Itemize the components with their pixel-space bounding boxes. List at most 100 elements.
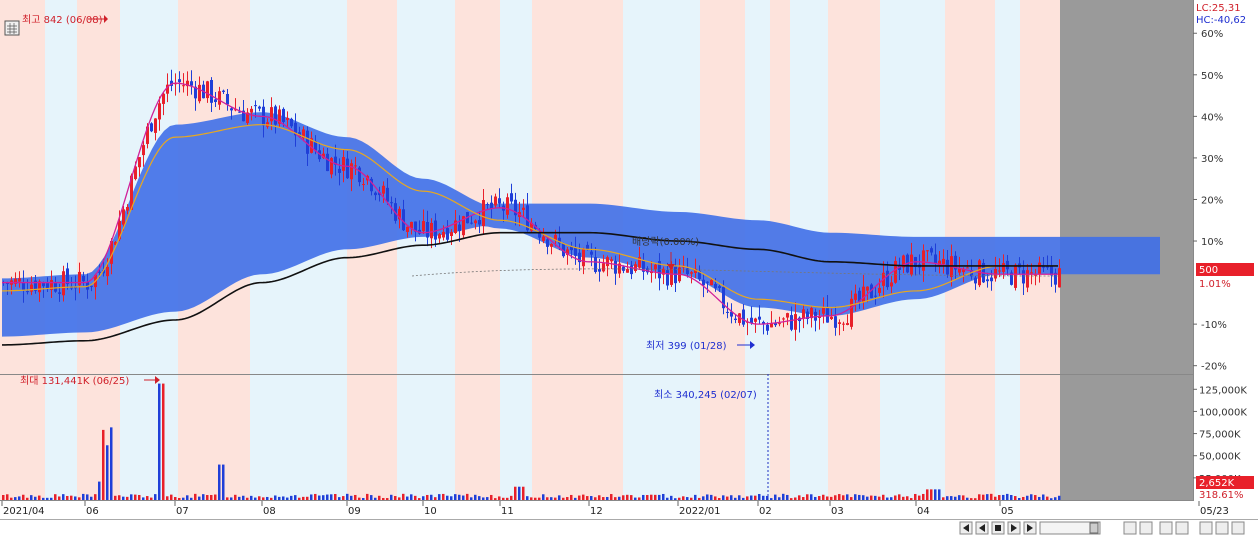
candle-body (122, 209, 125, 225)
volume-bar (1050, 498, 1053, 500)
volume-bar (498, 496, 501, 500)
current-change-value: 1.01% (1199, 279, 1231, 290)
volume-bar (610, 494, 613, 500)
candle-body (290, 118, 293, 127)
zoom-in-button[interactable] (1139, 521, 1153, 535)
candle-body (782, 318, 785, 320)
candle-body (406, 226, 409, 232)
layout-button[interactable] (1175, 521, 1189, 535)
volume-bar (686, 497, 689, 500)
volume-bar (618, 496, 621, 500)
candle-body (126, 206, 129, 211)
volume-bar (466, 493, 469, 500)
volume-bar (214, 494, 217, 500)
date-label: 05 (1001, 506, 1014, 517)
volume-bar (462, 495, 465, 500)
candle-body (1022, 270, 1025, 284)
candle-body (214, 99, 217, 103)
volume-bar (538, 497, 541, 500)
candle-body (346, 158, 349, 179)
candle-body (426, 222, 429, 238)
volume-bar (178, 497, 181, 500)
volume-bar (494, 498, 497, 500)
volume-bar (710, 494, 713, 500)
candle-body (106, 266, 109, 277)
candle-body (38, 281, 41, 293)
candle-body (886, 270, 889, 288)
volume-bar (346, 493, 349, 500)
volume-bar (358, 497, 361, 500)
volume-bar (522, 486, 525, 500)
zoom-out-button[interactable] (1123, 521, 1137, 535)
volume-bar (570, 494, 573, 500)
price-tick-label: -10% (1201, 320, 1227, 331)
candle-body (622, 266, 625, 271)
volume-bar (882, 494, 885, 500)
candle-body (758, 316, 761, 320)
candle-body (598, 269, 601, 272)
candle-body (694, 268, 697, 273)
candle-body (774, 322, 777, 326)
volume-bar (438, 494, 441, 500)
volume-bar (18, 496, 21, 500)
price-tick-label: 10% (1201, 237, 1223, 248)
candle-body (454, 220, 457, 233)
candle-body (822, 307, 825, 314)
save-button[interactable] (1215, 521, 1229, 535)
volume-bar (362, 497, 365, 500)
candle-body (78, 271, 81, 286)
candle-body (962, 269, 965, 273)
zoom-slider-thumb[interactable] (1089, 522, 1099, 534)
volume-bar (782, 493, 785, 500)
volume-bars (2, 383, 1061, 500)
volume-bar (1030, 494, 1033, 500)
volume-bar (850, 497, 853, 500)
candle-body (670, 264, 673, 285)
volume-bar (478, 496, 481, 500)
volume-bar (406, 496, 409, 500)
volume-bar (738, 495, 741, 500)
calendar-icon[interactable] (4, 20, 20, 36)
candle-body (566, 249, 569, 255)
volume-bar (150, 497, 153, 500)
candle-body (322, 153, 325, 158)
volume-bar (730, 495, 733, 500)
volume-bar (282, 496, 285, 500)
candle-body (182, 85, 185, 87)
volume-bar (718, 498, 721, 500)
more-button[interactable] (1231, 521, 1245, 535)
candle-body (354, 165, 357, 167)
candle-body (754, 318, 757, 322)
volume-bar (22, 494, 25, 500)
candle-body (234, 109, 237, 111)
zoom-slider[interactable] (1039, 521, 1101, 535)
candle-body (902, 255, 905, 268)
volume-bar (78, 497, 81, 500)
volume-bar (86, 494, 89, 500)
candle-body (26, 291, 29, 293)
volume-bar (942, 497, 945, 500)
volume-bar (534, 497, 537, 500)
volume-bar (166, 496, 169, 500)
print-button[interactable] (1199, 521, 1213, 535)
candle-body (66, 268, 69, 285)
volume-bar (374, 497, 377, 500)
candle-body (194, 86, 197, 99)
candle-body (138, 157, 141, 168)
volume-bar (994, 496, 997, 500)
candle-body (722, 286, 725, 309)
volume-bar (974, 498, 977, 500)
candle-body (726, 311, 729, 313)
volume-bar (66, 495, 69, 500)
candle-body (154, 118, 157, 133)
dividend-label: 배당락(0.00%) (632, 236, 699, 248)
candle-body (1050, 265, 1053, 276)
volume-bar (194, 493, 197, 500)
candle-body (582, 248, 585, 267)
volume-bar (734, 497, 737, 500)
volume-bar (98, 481, 101, 500)
candle-body (250, 108, 253, 113)
candle-body (990, 277, 993, 282)
settings-button[interactable] (1159, 521, 1173, 535)
